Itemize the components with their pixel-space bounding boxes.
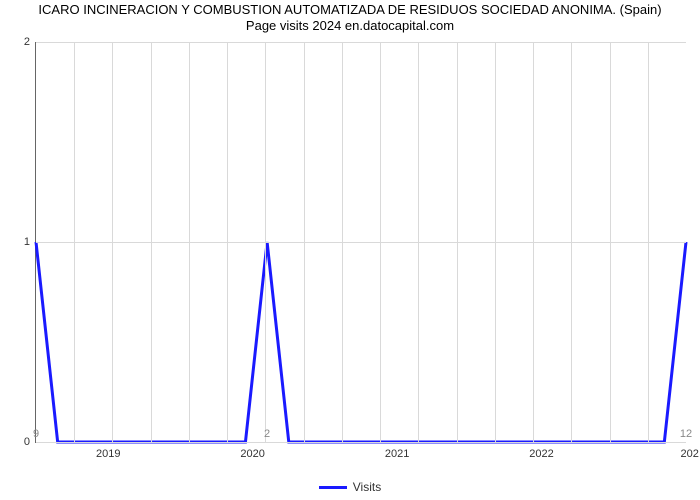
y-tick-label: 2 xyxy=(24,36,30,48)
y-tick-label: 1 xyxy=(24,236,30,248)
gridline-v xyxy=(265,42,266,442)
x-tick-label: 2020 xyxy=(240,448,264,460)
gridline-v xyxy=(227,42,228,442)
secondary-tick-label: 9 xyxy=(33,428,39,440)
gridline-h xyxy=(36,42,686,43)
x-tick-label: 2021 xyxy=(385,448,409,460)
y-tick-label: 0 xyxy=(24,436,30,448)
gridline-v xyxy=(418,42,419,442)
gridline-v xyxy=(112,42,113,442)
legend-label: Visits xyxy=(353,480,381,494)
gridline-v xyxy=(648,42,649,442)
chart-legend: Visits xyxy=(0,480,700,494)
gridline-v xyxy=(610,42,611,442)
gridline-v xyxy=(571,42,572,442)
x-tick-label: 202 xyxy=(680,448,698,460)
gridline-v xyxy=(495,42,496,442)
legend-swatch-icon xyxy=(319,486,347,489)
chart-plot-area: 01220192020202120222029212 xyxy=(35,42,686,443)
x-tick-label: 2022 xyxy=(529,448,553,460)
secondary-tick-label: 2 xyxy=(264,428,270,440)
gridline-v xyxy=(457,42,458,442)
gridline-v xyxy=(342,42,343,442)
gridline-v xyxy=(304,42,305,442)
gridline-v xyxy=(189,42,190,442)
gridline-v xyxy=(151,42,152,442)
gridline-h xyxy=(36,242,686,243)
gridline-v xyxy=(380,42,381,442)
gridline-v xyxy=(74,42,75,442)
gridline-v xyxy=(533,42,534,442)
secondary-tick-label: 12 xyxy=(680,428,692,440)
chart-title: ICARO INCINERACION Y COMBUSTION AUTOMATI… xyxy=(0,0,700,35)
x-tick-label: 2019 xyxy=(96,448,120,460)
gridline-h xyxy=(36,442,686,443)
